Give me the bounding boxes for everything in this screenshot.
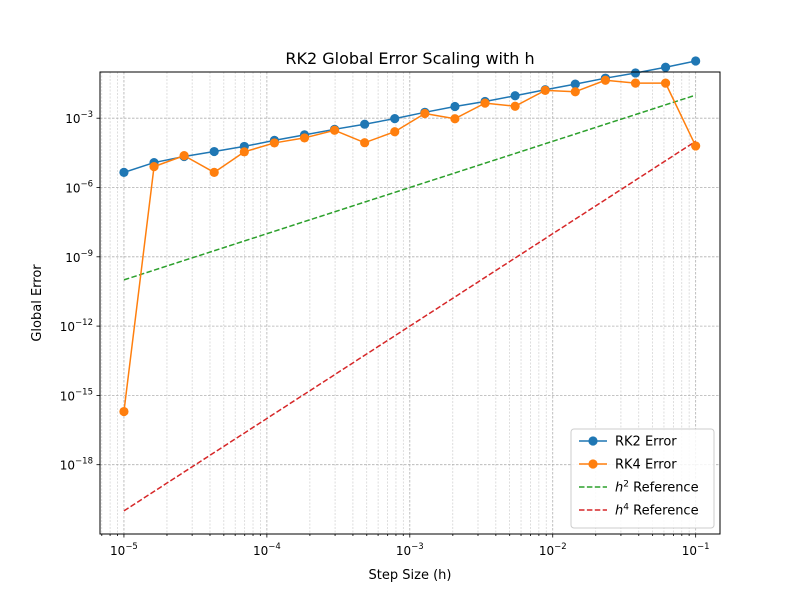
chart-title: RK2 Global Error Scaling with h	[285, 49, 534, 68]
series-2-point	[179, 151, 189, 161]
series-2-point	[420, 108, 430, 119]
series-1-point	[691, 56, 701, 66]
legend: RK2 Error RK4 Error h2 Reference h4 Referen…	[570, 428, 715, 529]
series-1-point	[570, 79, 580, 89]
x-tick-label: 10−2	[539, 542, 567, 558]
series-2-point	[600, 75, 610, 85]
series-2-point	[360, 138, 370, 148]
plot-series	[119, 56, 701, 512]
series-1-point	[209, 146, 219, 157]
series-2-point	[239, 147, 249, 157]
series-2-point	[269, 138, 280, 148]
series-1-point	[390, 114, 400, 124]
series-2-point	[480, 98, 490, 108]
series-2-point	[209, 167, 219, 178]
legend-label: RK4 Error	[615, 458, 677, 473]
series-2-point	[329, 125, 340, 135]
legend-box	[570, 428, 715, 529]
legend-label: h4 Reference	[615, 503, 699, 519]
y-tick-label: 10−15	[60, 387, 93, 403]
series-3-line	[123, 94, 696, 281]
y-tick-label: 10−18	[60, 457, 93, 473]
x-tick-label: 10−5	[110, 542, 138, 558]
legend-swatch-marker	[588, 436, 598, 446]
series-2-point	[630, 78, 641, 88]
y-axis-label: Global Error	[30, 264, 45, 342]
series-2-point	[570, 87, 580, 97]
series-2-point	[299, 133, 310, 143]
legend-swatch-marker	[588, 459, 598, 469]
series-1-point	[360, 119, 370, 129]
series-1-point	[119, 167, 129, 178]
x-tick-label: 10−3	[396, 542, 424, 558]
series-1-point	[630, 68, 641, 78]
series-2-point	[390, 127, 400, 137]
series-2-point	[149, 162, 159, 172]
series-2-point	[660, 78, 671, 88]
series-2-point	[510, 101, 520, 111]
series-2-point	[119, 406, 129, 417]
y-tick-label: 10−12	[60, 318, 93, 334]
legend-label: RK2 Error	[615, 435, 677, 450]
x-tick-label: 10−4	[253, 542, 281, 558]
y-tick-label: 10−3	[65, 110, 93, 126]
y-tick-label: 10−9	[65, 249, 93, 265]
series-2-point	[540, 85, 550, 95]
x-axis-label: Step Size (h)	[369, 568, 452, 583]
series-1-line	[123, 60, 696, 174]
axis-ticks: 10−5 10−4 10−3 10−2 10−1 10−18 10−15 10−12 10−9 1…	[60, 110, 710, 558]
series-1-point	[450, 101, 460, 112]
legend-label: h2 Reference	[615, 480, 699, 496]
series-2-point	[450, 114, 460, 124]
series-2-line	[123, 79, 697, 412]
series-2-point	[691, 141, 701, 151]
y-tick-label: 10−6	[65, 180, 93, 196]
series-4-line	[123, 140, 697, 512]
x-tick-label: 10−1	[682, 542, 710, 558]
series-1-point	[660, 62, 671, 72]
series-1-point	[510, 91, 520, 101]
